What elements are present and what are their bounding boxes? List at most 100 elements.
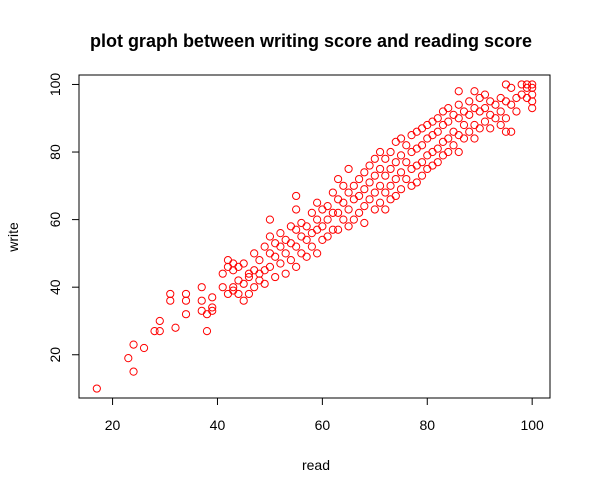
data-point: [475, 124, 484, 133]
data-point: [433, 144, 442, 153]
data-point: [271, 252, 280, 261]
data-point: [486, 124, 495, 133]
data-point: [260, 279, 269, 288]
data-point: [181, 296, 191, 305]
data-point: [402, 141, 411, 150]
y-tick-label: 100: [47, 73, 63, 97]
data-point: [302, 235, 311, 244]
data-point: [271, 239, 280, 248]
data-point: [313, 249, 322, 258]
x-axis: 20 40 60 80 100: [105, 397, 544, 433]
data-point: [286, 222, 295, 231]
data-point: [449, 127, 458, 136]
data-point: [281, 269, 290, 278]
data-point: [438, 151, 448, 160]
data-point: [433, 114, 442, 123]
data-point: [428, 147, 437, 157]
data-point: [313, 215, 322, 224]
data-point: [323, 215, 332, 224]
data-point: [344, 205, 353, 214]
data-point: [234, 276, 243, 285]
data-point: [470, 104, 479, 113]
data-point: [459, 134, 469, 143]
data-point: [496, 107, 505, 116]
data-point: [124, 354, 133, 363]
data-point: [465, 127, 474, 136]
data-point: [528, 104, 537, 113]
data-point: [381, 154, 390, 163]
data-point: [223, 256, 233, 265]
data-point: [129, 367, 138, 376]
data-point: [475, 107, 484, 116]
data-point: [339, 181, 348, 190]
data-point: [239, 259, 248, 268]
data-point: [480, 117, 490, 126]
data-point: [470, 87, 479, 96]
data-point: [260, 242, 269, 251]
data-point: [344, 222, 353, 231]
data-point: [292, 242, 301, 251]
data-point: [354, 191, 364, 201]
data-point: [354, 208, 364, 217]
data-point: [129, 340, 138, 349]
data-point: [381, 205, 390, 214]
data-point: [313, 198, 322, 207]
data-point: [365, 161, 374, 170]
data-point: [260, 266, 269, 275]
data-point: [265, 249, 275, 258]
data-point: [139, 343, 149, 353]
data-point: [412, 178, 421, 187]
data-point: [155, 316, 164, 326]
data-point: [360, 185, 369, 194]
data-point: [365, 178, 374, 187]
data-point: [438, 137, 448, 146]
data-point: [375, 147, 385, 157]
x-tick-label: 40: [210, 417, 226, 433]
data-point: [386, 181, 395, 190]
data-point: [181, 289, 191, 299]
data-point: [234, 262, 243, 272]
data-point: [428, 117, 437, 126]
data-point: [307, 229, 316, 238]
data-point: [459, 107, 469, 116]
data-point: [381, 188, 390, 197]
x-tick-label: 100: [520, 417, 544, 433]
data-point: [171, 323, 180, 332]
data-point: [470, 134, 479, 143]
data-point: [229, 283, 238, 292]
data-point: [255, 256, 264, 265]
data-point: [433, 127, 442, 136]
data-point: [412, 144, 421, 153]
data-point: [218, 269, 227, 278]
data-point: [339, 198, 348, 207]
data-point: [229, 259, 238, 268]
data-points: [92, 80, 537, 393]
data-point: [491, 114, 500, 123]
data-point: [328, 225, 337, 234]
data-point: [475, 93, 484, 103]
data-point: [92, 384, 101, 393]
data-point: [386, 164, 395, 174]
data-point: [454, 131, 463, 140]
data-point: [166, 289, 175, 299]
chart-title: plot graph between writing score and rea…: [90, 31, 532, 51]
data-point: [286, 256, 295, 265]
data-point: [244, 289, 254, 299]
data-point: [150, 327, 159, 336]
data-point: [417, 141, 427, 150]
data-point: [292, 225, 301, 234]
data-point: [501, 80, 511, 89]
y-axis-label: write: [5, 222, 21, 253]
data-point: [297, 249, 306, 258]
data-point: [522, 93, 532, 103]
data-point: [486, 110, 495, 119]
data-point: [396, 134, 406, 143]
data-point: [512, 107, 521, 116]
data-point: [229, 266, 238, 275]
data-point: [297, 218, 306, 228]
data-point: [412, 161, 421, 170]
data-point: [528, 90, 537, 99]
data-point: [302, 222, 311, 231]
plot-frame: [78, 74, 551, 399]
data-point: [344, 164, 353, 174]
